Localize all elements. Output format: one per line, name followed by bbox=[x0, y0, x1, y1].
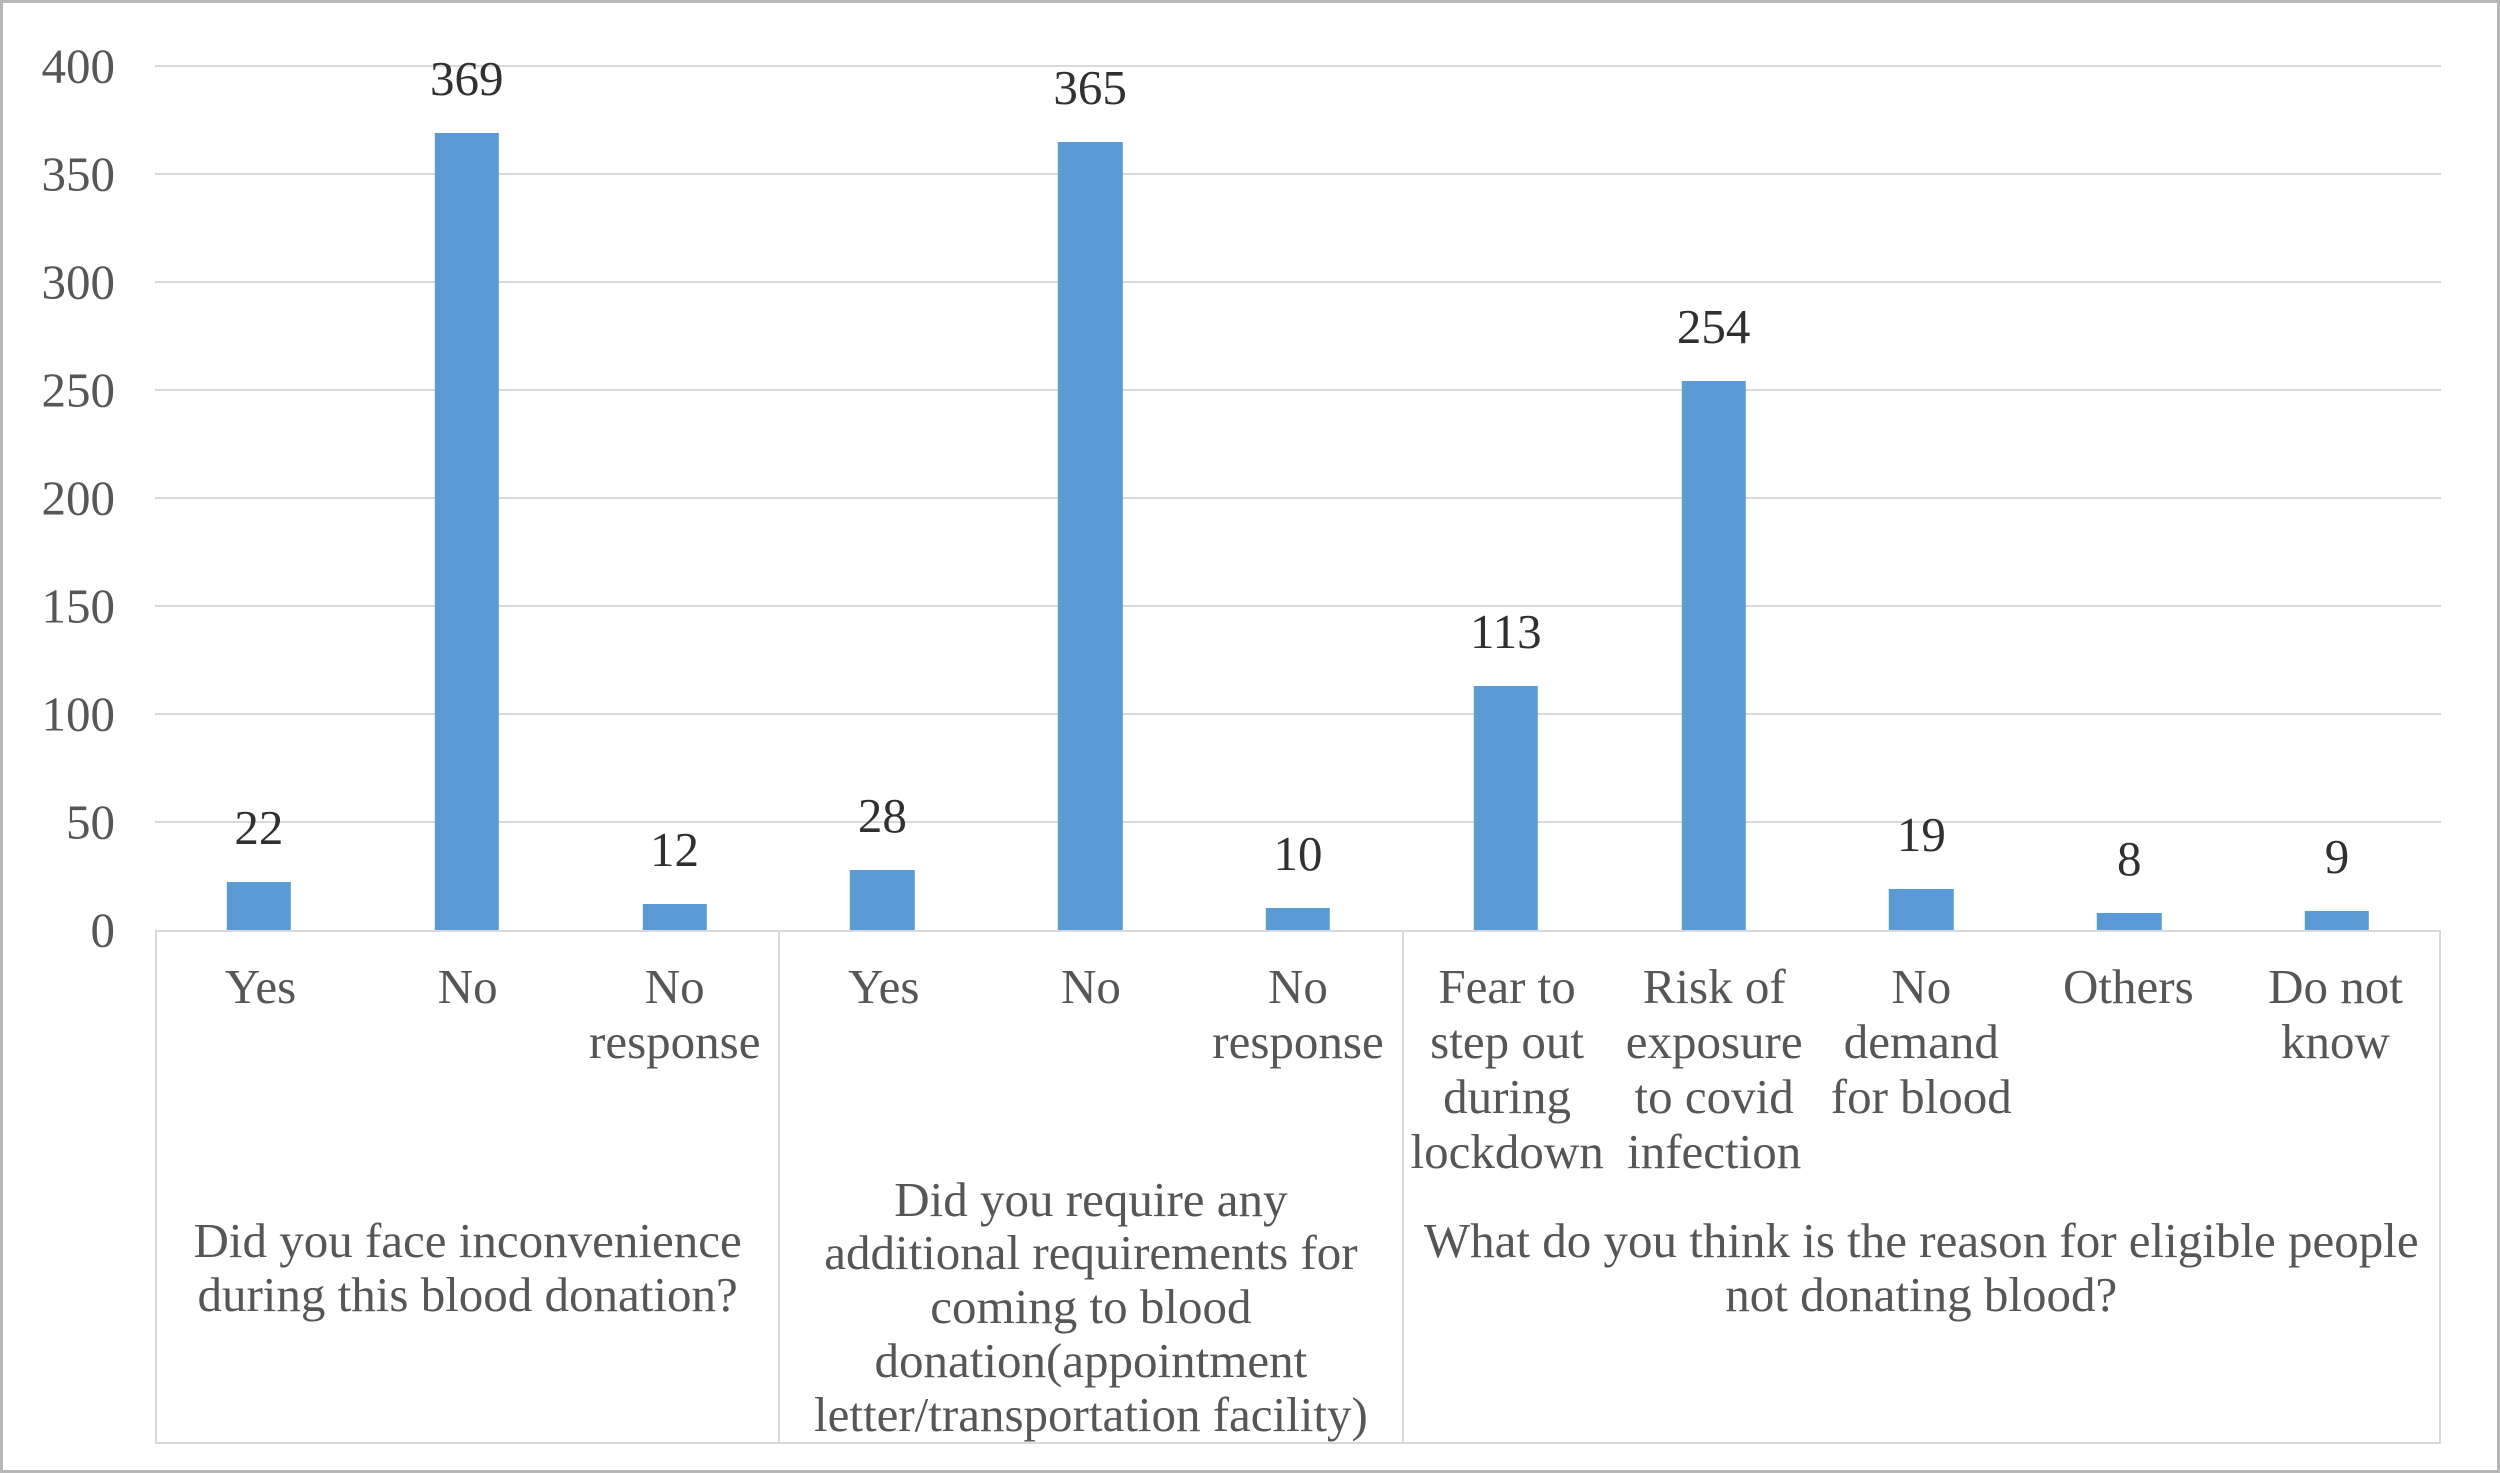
bar-slot: 369 bbox=[363, 54, 571, 930]
bar bbox=[1681, 381, 1746, 930]
y-tick-label: 350 bbox=[41, 146, 116, 202]
bar-slot: 365 bbox=[986, 59, 1194, 930]
bar bbox=[642, 904, 707, 930]
bar-value-label: 369 bbox=[429, 50, 504, 106]
category-label: Fear to step out during lockdown bbox=[1410, 959, 1604, 1179]
bar-slot: 19 bbox=[1818, 66, 2026, 930]
category-label: Yes bbox=[848, 959, 920, 1014]
bar-slot: 8 bbox=[2025, 66, 2233, 930]
y-tick-label: 250 bbox=[41, 362, 116, 418]
category-axis-table: Yes No No response Did you face inconvenien… bbox=[155, 930, 2441, 1444]
bar-value-label: 28 bbox=[857, 787, 907, 843]
category-label: No response bbox=[589, 959, 761, 1069]
bar bbox=[2097, 912, 2162, 930]
gridline bbox=[155, 605, 2441, 607]
category-label: Risk of exposure to covid infection bbox=[1625, 959, 1803, 1179]
group-question-label: Did you require any additional requireme… bbox=[814, 1171, 1368, 1443]
bar bbox=[226, 882, 292, 930]
y-axis-tick-labels: 400 350 300 250 200 150 100 50 0 bbox=[3, 42, 116, 955]
y-tick-label: 300 bbox=[41, 254, 116, 310]
bars-layer: 22 369 12 28 365 10 113 254 19 8 9 bbox=[155, 54, 2441, 930]
category-label-row: Yes No No response bbox=[157, 932, 778, 1204]
bar bbox=[1265, 908, 1331, 930]
bar bbox=[1473, 685, 1538, 930]
bar bbox=[2304, 910, 2370, 930]
category-label-row: Fear to step out during lockdown Risk of … bbox=[1404, 932, 2439, 1204]
y-tick-label: 0 bbox=[90, 902, 116, 958]
bar-value-label: 113 bbox=[1469, 603, 1542, 659]
group-question-label: Did you face inconvenience during this b… bbox=[193, 1213, 742, 1322]
category-label: No response bbox=[1212, 959, 1384, 1069]
bar-slot: 28 bbox=[778, 66, 986, 930]
category-label: No demand for blood bbox=[1830, 959, 2012, 1124]
bar-value-label: 22 bbox=[234, 800, 284, 856]
bar-slot: 12 bbox=[571, 66, 779, 930]
gridline bbox=[155, 497, 2441, 499]
y-tick-label: 150 bbox=[41, 578, 116, 634]
y-tick-label: 200 bbox=[41, 470, 116, 526]
category-label: No bbox=[437, 959, 498, 1014]
question-group: Yes No No response Did you require any addi… bbox=[778, 932, 1401, 1442]
bar bbox=[850, 869, 915, 930]
gridline bbox=[155, 821, 2441, 823]
category-label-row: Yes No No response bbox=[780, 932, 1401, 1163]
bar bbox=[434, 132, 499, 930]
bar-value-label: 365 bbox=[1053, 59, 1127, 115]
gridline bbox=[155, 65, 2441, 67]
bar-slot: 113 bbox=[1402, 66, 1610, 930]
bar-value-label: 12 bbox=[650, 822, 700, 878]
category-label: Others bbox=[2063, 959, 2194, 1014]
bar-slot: 22 bbox=[155, 66, 363, 930]
question-group: Fear to step out during lockdown Risk of … bbox=[1401, 932, 2439, 1442]
bar-slot: 9 bbox=[2233, 66, 2441, 930]
gridline bbox=[155, 389, 2441, 391]
bar-value-label: 8 bbox=[2116, 830, 2142, 886]
gridline bbox=[155, 713, 2441, 715]
y-tick-label: 50 bbox=[66, 794, 115, 850]
bar-slot: 10 bbox=[1194, 66, 1402, 930]
category-label: Yes bbox=[224, 959, 297, 1014]
plot-area: 22 369 12 28 365 10 113 254 19 8 9 bbox=[155, 54, 2441, 930]
y-tick-label: 400 bbox=[41, 38, 116, 94]
bar-value-label: 9 bbox=[2324, 828, 2350, 884]
bar-value-label: 19 bbox=[1896, 806, 1946, 862]
bar-value-label: 10 bbox=[1273, 826, 1323, 882]
bar bbox=[1889, 888, 1954, 930]
gridlines bbox=[155, 65, 2441, 930]
question-group: Yes No No response Did you face inconvenien… bbox=[157, 932, 778, 1442]
bar-slot: 254 bbox=[1610, 66, 1818, 930]
bar bbox=[1057, 141, 1123, 930]
bar-value-label: 254 bbox=[1676, 299, 1751, 355]
group-question-label: What do you think is the reason for elig… bbox=[1423, 1213, 2419, 1322]
gridline bbox=[155, 281, 2441, 283]
gridline bbox=[155, 173, 2441, 175]
category-label: No bbox=[1060, 959, 1121, 1014]
category-label: Do not know bbox=[2268, 959, 2403, 1069]
y-tick-label: 100 bbox=[41, 686, 116, 742]
